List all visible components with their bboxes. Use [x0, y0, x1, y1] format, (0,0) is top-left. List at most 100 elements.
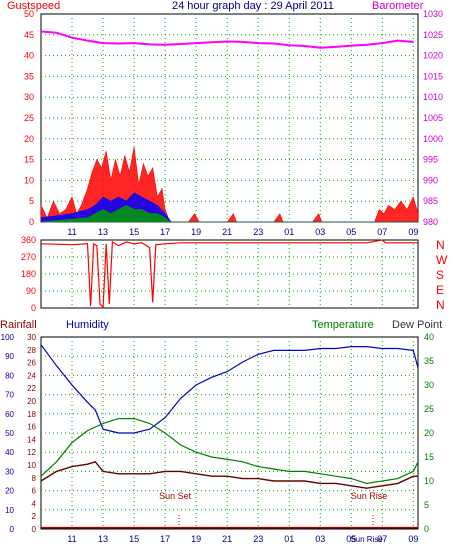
y-tick-barometer: 1010 [423, 92, 443, 102]
rainfall-label: Rainfall [0, 319, 37, 331]
x-tick-bottom: 05 [346, 534, 356, 544]
y-tick-temperature: 35 [424, 356, 434, 366]
x-tick-bottom: 01 [284, 534, 294, 544]
y-tick-barometer: 990 [423, 175, 438, 185]
y-tick-barometer: 1005 [423, 113, 443, 123]
series-barometer [40, 30, 414, 49]
series-wind-min [40, 205, 418, 223]
y-tick-gust: 30 [24, 92, 34, 102]
series-humidity [40, 344, 419, 434]
y-tick-humidity: 20 [5, 487, 14, 496]
x-tick-bottom: 03 [315, 534, 325, 544]
y-tick-rainfall: 0 [32, 525, 37, 534]
y-tick-gust: 45 [24, 30, 34, 40]
y-tick-gust: 40 [24, 51, 34, 61]
x-tick-top: 03 [315, 227, 325, 237]
y-tick-rainfall: 20 [27, 397, 36, 406]
y-tick-temperature: 40 [424, 332, 434, 342]
y-tick-gust: 50 [24, 9, 34, 19]
dewpoint-label: Dew Point [392, 319, 443, 331]
x-tick-bottom: 19 [191, 534, 201, 544]
y-tick-direction: 360 [21, 235, 36, 245]
y-tick-gust: 0 [29, 217, 34, 227]
y-tick-direction: 90 [26, 286, 36, 296]
x-tick-top: 09 [408, 227, 418, 237]
y-tick-gust: 5 [29, 196, 34, 206]
y-tick-rainfall: 24 [27, 371, 36, 380]
y-tick-rainfall: 10 [27, 461, 36, 470]
x-tick-bottom: 13 [98, 534, 108, 544]
y-tick-temperature: 5 [424, 500, 429, 510]
y-tick-temperature: 10 [424, 476, 434, 486]
y-tick-rainfall: 12 [27, 448, 36, 457]
y-tick-rainfall: 28 [27, 346, 36, 355]
series-wind-direction [40, 239, 418, 309]
y-tick-rainfall: 16 [27, 423, 36, 432]
y-tick-barometer: 985 [423, 196, 438, 206]
y-tick-rainfall: 26 [27, 359, 36, 368]
y-tick-direction: 0 [31, 303, 36, 313]
y-tick-barometer: 1015 [423, 71, 443, 81]
y-tick-temperature: 25 [424, 404, 434, 414]
y-tick-temperature: 15 [424, 452, 434, 462]
y-tick-gust: 35 [24, 71, 34, 81]
y-tick-barometer: 1020 [423, 51, 443, 61]
y-tick-rainfall: 4 [32, 499, 37, 508]
gustspeed-label: Gustspeed [7, 0, 61, 12]
y-tick-temperature: 30 [424, 380, 434, 390]
x-tick-bottom: 11 [67, 534, 76, 544]
y-tick-temperature: 20 [424, 428, 434, 438]
series-dewpoint [40, 460, 418, 489]
y-tick-humidity: 100 [1, 333, 15, 342]
y-tick-humidity: 30 [5, 467, 14, 476]
y-tick-rainfall: 14 [27, 435, 36, 444]
y-tick-rainfall: 6 [32, 487, 37, 496]
sunrise-label: Sun Rise [351, 491, 388, 501]
y-tick-direction: 270 [21, 252, 36, 262]
x-tick-top: 11 [67, 227, 76, 237]
y-tick-rainfall: 2 [32, 512, 37, 521]
x-tick-bottom: 15 [129, 534, 139, 544]
x-tick-top: 21 [222, 227, 232, 237]
y-tick-direction: 180 [21, 269, 36, 279]
x-tick-bottom: 17 [160, 534, 170, 544]
y-tick-humidity: 10 [5, 506, 14, 515]
x-tick-top: 01 [284, 227, 294, 237]
y-tick-gust: 10 [24, 175, 34, 185]
y-tick-rainfall: 22 [27, 384, 36, 393]
x-tick-bottom: 21 [222, 534, 232, 544]
temperature-label: Temperature [312, 319, 374, 331]
x-tick-top: 15 [129, 227, 139, 237]
y-tick-humidity: 80 [5, 371, 14, 380]
y-tick-humidity: 0 [10, 525, 15, 534]
y-tick-gust: 15 [24, 155, 34, 165]
direction-letter: N [436, 298, 445, 312]
y-tick-barometer: 1030 [423, 9, 443, 19]
x-tick-bottom: 23 [253, 534, 263, 544]
y-tick-rainfall: 30 [27, 333, 36, 342]
y-tick-humidity: 70 [5, 391, 14, 400]
x-tick-top: 07 [377, 227, 387, 237]
y-tick-humidity: 90 [5, 352, 14, 361]
sunset-label: Sun Set [159, 491, 192, 501]
x-tick-top: 17 [160, 227, 170, 237]
x-tick-top: 13 [98, 227, 108, 237]
x-tick-bottom: 07 [377, 534, 387, 544]
y-tick-barometer: 1025 [423, 30, 443, 40]
humidity-label: Humidity [66, 319, 109, 331]
y-tick-humidity: 40 [5, 448, 14, 457]
y-tick-barometer: 995 [423, 155, 438, 165]
x-tick-sunrise: Sun Rise [350, 535, 383, 544]
y-tick-rainfall: 18 [27, 410, 36, 419]
x-tick-top: 19 [191, 227, 201, 237]
direction-letter: S [436, 268, 444, 282]
barometer-label: Barometer [372, 0, 424, 12]
y-tick-humidity: 60 [5, 410, 14, 419]
direction-letter: W [436, 253, 448, 267]
direction-letter: E [436, 283, 444, 297]
x-tick-top: 05 [346, 227, 356, 237]
series-temperature [40, 418, 419, 485]
chart-title: 24 hour graph day : 29 April 2011 [172, 0, 334, 12]
